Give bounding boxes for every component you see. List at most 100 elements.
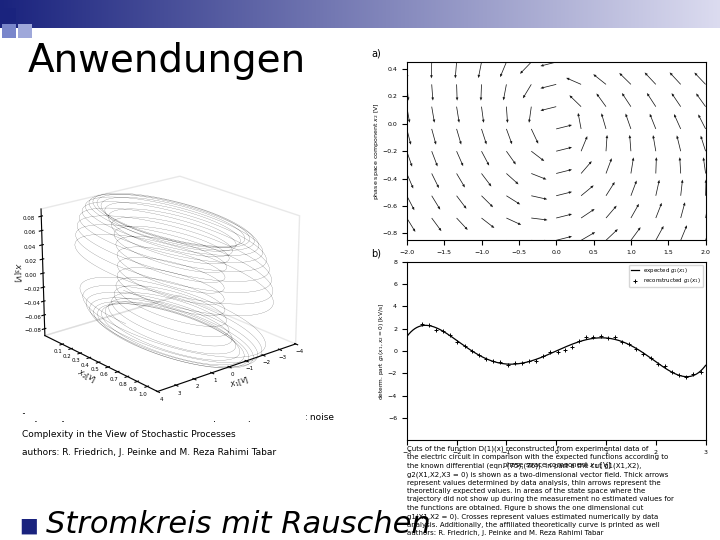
Bar [355, 0, 356, 28]
Bar [324, 0, 325, 28]
Bar [19, 0, 20, 28]
Bar [167, 0, 168, 28]
Bar [564, 0, 565, 28]
Bar [702, 0, 703, 28]
Bar [542, 0, 543, 28]
Bar [169, 0, 170, 28]
Bar [482, 0, 483, 28]
Bar [236, 0, 237, 28]
Bar [259, 0, 260, 28]
Bar [410, 0, 411, 28]
Bar [448, 0, 449, 28]
Bar [424, 0, 425, 28]
Bar [604, 0, 605, 28]
Bar [242, 0, 243, 28]
Bar [131, 0, 132, 28]
Bar [619, 0, 620, 28]
Bar [193, 0, 194, 28]
Bar [185, 0, 186, 28]
Bar [103, 0, 104, 28]
Bar [51, 0, 52, 28]
Bar [717, 0, 718, 28]
Bar [457, 0, 458, 28]
Bar [428, 0, 429, 28]
Bar [531, 0, 532, 28]
Bar [624, 0, 625, 28]
Bar [305, 0, 306, 28]
Bar [162, 0, 163, 28]
Bar [703, 0, 704, 28]
Bar [200, 0, 201, 28]
Bar [438, 0, 439, 28]
Bar [157, 0, 158, 28]
Bar [485, 0, 486, 28]
Bar [550, 0, 551, 28]
Bar [413, 0, 414, 28]
Bar [168, 0, 169, 28]
Bar [674, 0, 675, 28]
Text: theoretically expected values. In areas of the state space where the: theoretically expected values. In areas … [407, 488, 645, 494]
Bar [99, 0, 100, 28]
Bar [8, 0, 9, 28]
Bar [511, 0, 512, 28]
Bar [474, 0, 475, 28]
Bar [356, 0, 357, 28]
Bar [254, 0, 255, 28]
reconstructed $g_1(x_1)$ [689, 370, 698, 377]
Bar [479, 0, 480, 28]
Bar [213, 0, 214, 28]
Bar [237, 0, 238, 28]
Bar [540, 0, 541, 28]
Bar [338, 0, 339, 28]
expected $g_1(x_1)$ [581, 336, 590, 343]
Bar [458, 0, 459, 28]
Bar [554, 0, 555, 28]
Bar [398, 0, 399, 28]
Bar [296, 0, 297, 28]
Bar [698, 0, 699, 28]
Bar [666, 0, 667, 28]
Bar [517, 0, 518, 28]
Bar [658, 0, 659, 28]
Bar [310, 0, 311, 28]
Bar [454, 0, 455, 28]
Bar [172, 0, 173, 28]
Bar [191, 0, 192, 28]
Bar [289, 0, 290, 28]
Bar [614, 0, 615, 28]
Bar [589, 0, 590, 28]
reconstructed $g_1(x_1)$ [675, 372, 683, 378]
Bar [541, 0, 542, 28]
Bar [262, 0, 263, 28]
Bar [646, 0, 647, 28]
Bar [81, 0, 82, 28]
Bar [360, 0, 361, 28]
Bar [66, 0, 67, 28]
Bar [435, 0, 436, 28]
Bar [670, 0, 671, 28]
reconstructed $g_1(x_1)$ [467, 347, 476, 354]
Bar [301, 0, 302, 28]
Bar [342, 0, 343, 28]
Bar [450, 0, 451, 28]
Bar [353, 0, 354, 28]
Bar [21, 0, 22, 28]
Bar [481, 0, 482, 28]
Bar [164, 0, 165, 28]
Bar [693, 0, 694, 28]
Bar [513, 0, 514, 28]
Bar [265, 0, 266, 28]
Bar [211, 0, 212, 28]
Bar [449, 0, 450, 28]
Bar [117, 0, 118, 28]
Bar [298, 0, 299, 28]
Bar [618, 0, 619, 28]
Bar [467, 0, 468, 28]
reconstructed $g_1(x_1)$ [575, 338, 583, 345]
Legend: expected $g_1(x_1)$, reconstructed $g_1(x_1)$: expected $g_1(x_1)$, reconstructed $g_1(… [629, 265, 703, 287]
Bar [558, 0, 559, 28]
Bar [404, 0, 405, 28]
Bar [673, 0, 674, 28]
Bar [393, 0, 394, 28]
Bar [446, 0, 447, 28]
